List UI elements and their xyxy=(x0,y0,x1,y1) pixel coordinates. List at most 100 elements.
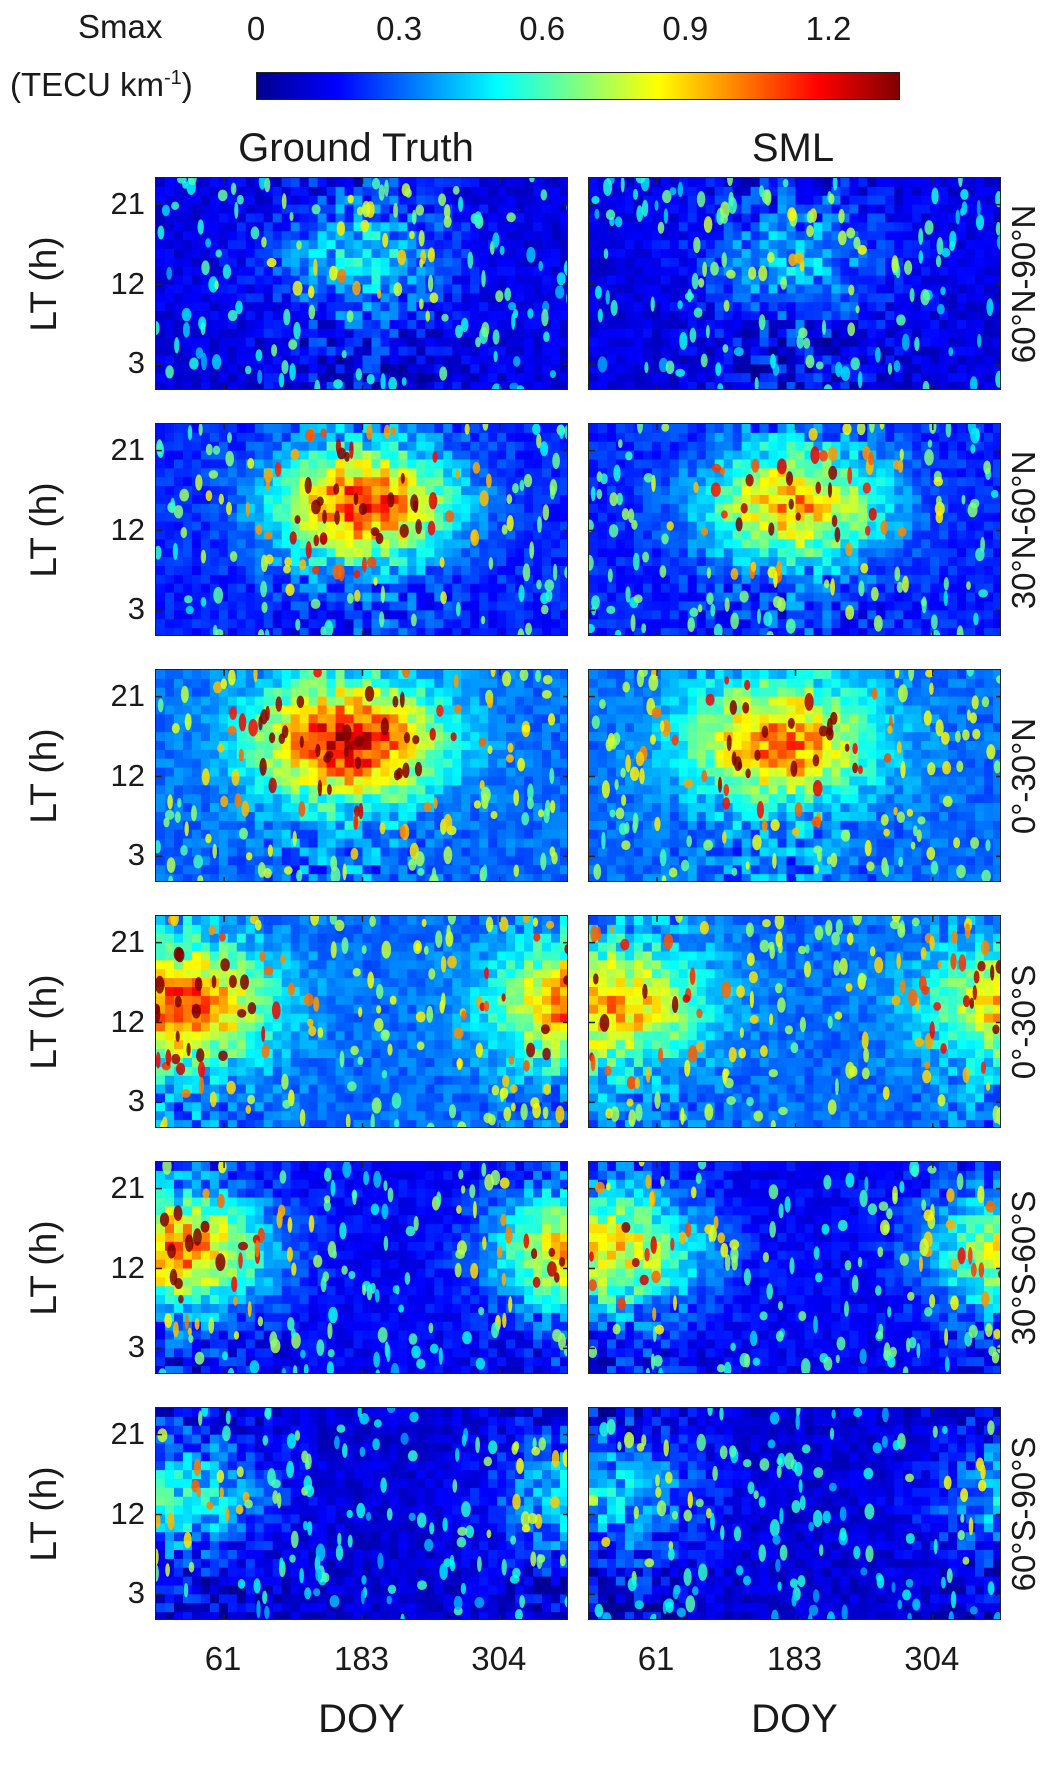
heatmap-cell xyxy=(669,601,680,611)
heatmap-cell xyxy=(759,424,770,434)
heatmap-cell xyxy=(164,293,175,303)
heatmap-cell xyxy=(425,240,435,250)
heatmap-cell xyxy=(542,450,552,461)
heatmap-cell xyxy=(687,178,698,188)
heatmap-cell xyxy=(831,231,841,241)
heatmap-cell xyxy=(867,495,877,505)
heatmap-cell xyxy=(912,539,922,549)
heatmap-cell xyxy=(849,382,859,389)
heatmap-cell xyxy=(497,213,507,223)
heatmap-cell xyxy=(416,592,426,603)
heatmap-speckle xyxy=(481,321,490,338)
heatmap-cell xyxy=(858,521,868,532)
heatmap-cell xyxy=(533,249,543,259)
heatmap-cell xyxy=(497,477,507,487)
heatmap-cell xyxy=(768,557,779,567)
heatmap-cell xyxy=(696,240,707,250)
heatmap-cell xyxy=(209,302,220,312)
heatmap-cell xyxy=(317,302,328,312)
heatmap-cell xyxy=(425,204,435,215)
heatmap-cell xyxy=(660,320,671,330)
heatmap-speckle xyxy=(532,424,541,435)
heatmap-speckle xyxy=(361,556,367,573)
heatmap-cell xyxy=(624,628,635,635)
heatmap-cell xyxy=(768,459,779,469)
heatmap-cell xyxy=(551,503,561,514)
heatmap-cell xyxy=(615,311,626,321)
heatmap-cell xyxy=(606,512,617,523)
heatmap-cell xyxy=(398,601,408,611)
heatmap-speckle xyxy=(362,200,371,218)
heatmap-cell xyxy=(254,231,265,241)
heatmap-cell xyxy=(156,293,166,303)
heatmap-cell xyxy=(326,195,337,206)
heatmap-cell xyxy=(741,601,752,611)
heatmap-cell xyxy=(344,373,355,383)
heatmap-cell xyxy=(714,548,725,558)
heatmap-cell xyxy=(750,328,761,339)
heatmap-cell xyxy=(434,495,444,505)
heatmap-cell xyxy=(524,231,534,241)
heatmap-cell xyxy=(227,521,238,532)
heatmap-cell xyxy=(317,450,328,461)
heatmap-cell xyxy=(263,495,274,505)
heatmap-cell xyxy=(750,240,761,250)
heatmap-cell xyxy=(524,441,534,452)
heatmap-cell xyxy=(542,459,552,469)
heatmap-cell xyxy=(389,328,400,339)
heatmap-speckle xyxy=(754,377,759,389)
heatmap-speckle xyxy=(943,590,948,607)
heatmap-cell xyxy=(732,459,743,469)
heatmap-cell xyxy=(164,628,175,635)
heatmap-cell xyxy=(299,284,310,294)
heatmap-cell xyxy=(497,204,507,215)
heatmap-cell xyxy=(849,441,859,452)
heatmap-cell xyxy=(551,364,561,374)
heatmap-cell xyxy=(705,512,716,523)
heatmap-cell xyxy=(714,275,725,286)
heatmap-cell xyxy=(416,557,426,567)
heatmap-cell xyxy=(903,178,913,188)
heatmap-cell xyxy=(308,337,319,348)
heatmap-cell xyxy=(560,495,567,505)
heatmap-cell xyxy=(218,337,229,348)
heatmap-cell xyxy=(362,521,373,532)
heatmap-cell xyxy=(678,424,689,434)
heatmap-cell xyxy=(317,441,328,452)
heatmap-cell xyxy=(173,486,184,496)
heatmap-cell xyxy=(533,503,543,514)
heatmap-cell xyxy=(696,583,707,594)
heatmap-cell xyxy=(651,213,662,223)
heatmap-cell xyxy=(245,610,256,620)
heatmap-cell xyxy=(497,450,507,461)
heatmap-cell xyxy=(777,539,788,549)
heatmap-cell xyxy=(813,320,824,330)
heatmap-cell xyxy=(299,521,310,532)
heatmap-cell xyxy=(335,320,346,330)
heatmap-cell xyxy=(281,293,292,303)
heatmap-cell xyxy=(335,432,346,443)
heatmap-cell xyxy=(245,195,256,206)
heatmap-cell xyxy=(524,530,534,540)
heatmap-cell xyxy=(687,320,698,330)
heatmap-cell xyxy=(867,574,877,585)
heatmap-sml xyxy=(588,177,1001,390)
heatmap-cell xyxy=(912,574,922,585)
heatmap-cell xyxy=(615,619,626,629)
heatmap-cell xyxy=(560,539,567,549)
heatmap-cell xyxy=(831,266,841,277)
heatmap-cell xyxy=(173,213,184,223)
heatmap-cell xyxy=(245,521,256,532)
heatmap-speckle xyxy=(821,319,827,335)
heatmap-cell xyxy=(732,486,743,496)
heatmap-cell xyxy=(777,512,788,523)
heatmap-cell xyxy=(191,628,202,635)
heatmap-cell xyxy=(687,382,698,389)
heatmap-cell xyxy=(903,495,913,505)
heatmap-cell xyxy=(344,521,355,532)
heatmap-speckle xyxy=(495,290,504,303)
heatmap-cell xyxy=(858,240,868,250)
heatmap-cell xyxy=(597,222,608,232)
heatmap-cell xyxy=(777,231,788,241)
heatmap-cell xyxy=(236,441,247,452)
